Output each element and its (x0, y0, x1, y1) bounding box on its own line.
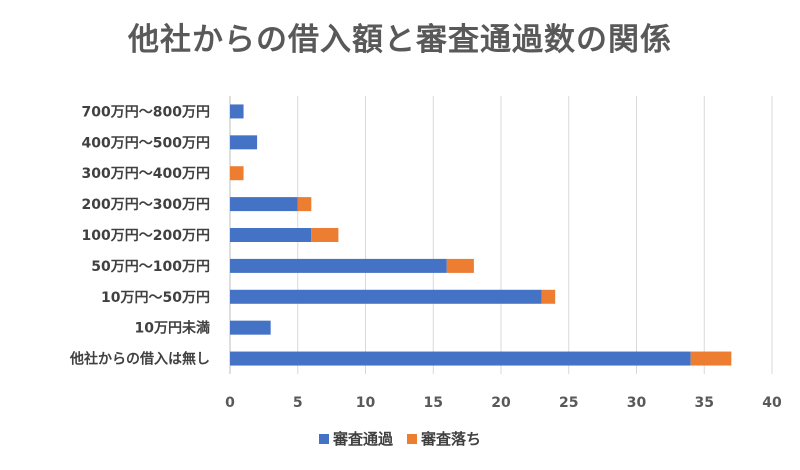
x-tick-label: 10 (356, 395, 376, 411)
x-tick-label: 40 (762, 395, 782, 411)
category-label: 300万円〜400万円 (82, 166, 210, 182)
bar-pass (230, 228, 312, 242)
x-tick-label: 0 (225, 395, 235, 411)
bar-pass (230, 289, 542, 304)
bar-fail (297, 197, 312, 212)
bar-fail (690, 351, 732, 366)
category-label: 10万円未満 (135, 320, 210, 337)
bar-pass (230, 258, 447, 273)
bar-pass (230, 351, 691, 366)
category-label: 400万円〜500万円 (82, 135, 210, 151)
bar-pass (230, 135, 258, 150)
x-axis-ticks: 0 5 10 15 20 25 30 35 40 (225, 395, 782, 411)
bar-pass (230, 320, 271, 335)
category-label: 他社からの借入は無し (69, 351, 210, 368)
legend-item-fail: 審査落ち (407, 428, 481, 449)
legend-label-fail: 審査落ち (421, 430, 482, 448)
bar-fail (541, 289, 556, 304)
bar-pass (230, 197, 298, 212)
category-label: 50万円〜100万円 (91, 259, 210, 275)
category-labels: 700万円〜800万円 400万円〜500万円 300万円〜400万円 200万円〜3… (69, 104, 210, 367)
bar-fail (446, 258, 474, 273)
category-label: 200万円〜300万円 (82, 197, 210, 213)
bars (230, 104, 732, 366)
legend-swatch-fail (407, 433, 417, 444)
legend: 審査通過 審査落ち (0, 428, 800, 449)
x-tick-label: 15 (424, 395, 443, 411)
x-tick-label: 35 (695, 395, 714, 411)
category-label: 100万円〜200万円 (82, 228, 210, 244)
x-tick-label: 5 (293, 395, 303, 411)
category-label: 700万円〜800万円 (82, 104, 210, 120)
x-tick-label: 20 (491, 395, 511, 411)
x-tick-label: 25 (559, 395, 578, 411)
category-label: 10万円〜50万円 (101, 290, 210, 306)
legend-item-pass: 審査通過 (318, 428, 393, 449)
legend-swatch-pass (318, 433, 329, 444)
chart-title: 他社からの借入額と審査通過数の関係 (128, 22, 672, 58)
bar-fail (230, 166, 244, 181)
bar-pass (230, 104, 244, 119)
x-tick-label: 30 (627, 395, 647, 411)
legend-label-pass: 審査通過 (332, 430, 393, 448)
bar-fail (311, 228, 339, 242)
